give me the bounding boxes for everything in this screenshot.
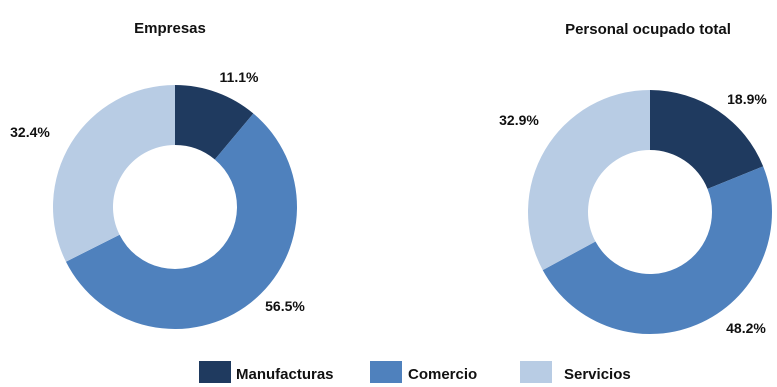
legend-swatch-comercio <box>370 361 402 383</box>
chart-title-empresas: Empresas <box>134 20 206 37</box>
chart-title-personal-ocupado: Personal ocupado total <box>565 21 731 38</box>
slice-servicios <box>527 89 650 271</box>
data-label-personal-comercio: 48.2% <box>726 320 766 336</box>
data-label-empresas-comercio: 56.5% <box>265 298 305 314</box>
legend-swatch-manufacturas <box>199 361 231 383</box>
legend-label-comercio: Comercio <box>408 366 477 383</box>
legend-label-manufacturas: Manufacturas <box>236 366 334 383</box>
legend-swatch-servicios <box>520 361 552 383</box>
legend: Manufacturas Comercio Servicios <box>199 361 631 383</box>
slices-empresas <box>53 85 298 330</box>
slice-manufacturas <box>175 85 254 160</box>
slice-comercio <box>65 113 298 330</box>
data-label-personal-manufacturas: 18.9% <box>727 91 767 107</box>
slice-manufacturas <box>650 90 764 189</box>
slice-comercio <box>542 166 773 335</box>
slices-personal-ocupado <box>527 89 773 335</box>
chart-empresas: Empresas 11.1% 56.5% 32.4% <box>10 20 305 330</box>
data-label-empresas-manufacturas: 11.1% <box>220 69 259 85</box>
data-label-personal-servicios: 32.9% <box>499 112 539 128</box>
chart-personal-ocupado: Personal ocupado total 18.9% 48.2% 32.9% <box>499 21 773 336</box>
data-label-empresas-servicios: 32.4% <box>10 124 50 140</box>
legend-label-servicios: Servicios <box>564 366 631 383</box>
slice-servicios <box>53 85 175 262</box>
